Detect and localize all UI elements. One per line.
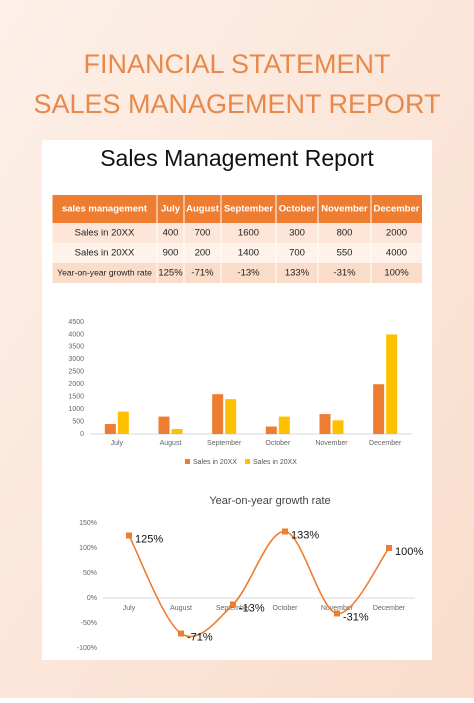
table-cell: 700 — [195, 228, 211, 239]
table-cell: 550 — [337, 248, 353, 259]
table-cell: 900 — [163, 248, 179, 259]
y-tick-label: 150% — [79, 520, 97, 527]
data-label: -13% — [239, 602, 265, 614]
table-cell: 800 — [337, 228, 353, 239]
bar — [171, 429, 183, 434]
bar — [332, 420, 344, 434]
table-cell: -71% — [191, 268, 214, 279]
table-cell: October — [279, 204, 316, 215]
document-title: Sales Management Report — [100, 145, 374, 171]
x-tick-label: August — [170, 605, 192, 612]
marker — [126, 532, 132, 539]
chart-title: Year-on-year growth rate — [209, 495, 330, 507]
y-tick-label: 3000 — [68, 356, 84, 363]
y-tick-label: 2500 — [68, 369, 84, 376]
x-tick-label: August — [160, 440, 182, 447]
marker — [230, 601, 236, 608]
y-tick-label: 100% — [79, 545, 97, 552]
data-label: 100% — [395, 546, 423, 558]
x-tick-label: November — [321, 605, 354, 612]
data-label: -31% — [343, 611, 369, 623]
bar — [373, 384, 385, 434]
marker — [334, 610, 340, 617]
data-label: -71% — [187, 631, 213, 643]
table-cell: 133% — [285, 268, 310, 279]
table-cell: 100% — [384, 268, 409, 279]
table-cell: -31% — [333, 268, 356, 279]
bar — [158, 416, 170, 434]
table-cell: 125% — [158, 268, 183, 279]
legend-label: Sales in 20XX — [253, 459, 297, 466]
marker — [178, 630, 184, 637]
y-tick-label: 0 — [80, 431, 84, 438]
y-tick-label: 4000 — [68, 331, 84, 338]
bar — [212, 394, 224, 434]
y-tick-label: 1000 — [68, 406, 84, 413]
x-tick-label: October — [265, 440, 291, 447]
table-row — [52, 223, 422, 243]
header-title: SALES MANAGEMENT REPORT — [33, 89, 440, 119]
y-tick-label: 0% — [87, 595, 97, 602]
table-cell: 1600 — [238, 228, 259, 239]
y-tick-label: 1500 — [68, 394, 84, 401]
table-cell: Sales in 20XX — [75, 228, 135, 239]
table-cell: August — [186, 204, 220, 215]
data-label: 133% — [291, 529, 319, 541]
bar — [225, 399, 237, 434]
y-tick-label: -50% — [81, 620, 97, 627]
table-row — [52, 243, 422, 263]
y-tick-label: 50% — [83, 570, 97, 577]
bar — [278, 416, 290, 434]
table-cell: 300 — [289, 228, 305, 239]
table-cell: 400 — [163, 228, 179, 239]
x-tick-label: November — [315, 440, 348, 447]
bar — [117, 411, 129, 434]
y-tick-label: 4500 — [68, 319, 84, 326]
y-tick-label: 500 — [72, 418, 84, 425]
table-row — [52, 263, 422, 283]
marker — [386, 545, 392, 551]
x-tick-label: December — [369, 440, 402, 447]
legend-label: Sales in 20XX — [193, 459, 237, 466]
x-tick-label: July — [123, 605, 136, 612]
table-cell: 200 — [195, 248, 211, 259]
table-cell: September — [224, 204, 273, 215]
x-tick-label: October — [273, 605, 299, 612]
table-cell: 1400 — [238, 248, 259, 259]
bar — [104, 424, 116, 434]
bar — [265, 426, 277, 434]
x-tick-label: July — [111, 440, 124, 447]
table-cell: July — [161, 204, 181, 215]
y-tick-label: -100% — [77, 645, 97, 652]
table-cell: 700 — [289, 248, 305, 259]
x-tick-label: September — [207, 440, 242, 447]
table-cell: November — [321, 204, 368, 215]
table-cell: 4000 — [386, 248, 407, 259]
table-cell: Sales in 20XX — [75, 248, 135, 259]
table-cell: -13% — [237, 268, 260, 279]
table-cell: 2000 — [386, 228, 407, 239]
bar — [386, 334, 398, 434]
table-cell: Year-on-year growth rate — [57, 267, 152, 277]
data-label: 125% — [135, 533, 163, 545]
line — [128, 530, 390, 638]
y-tick-label: 2000 — [68, 381, 84, 388]
legend-swatch — [185, 459, 190, 464]
table-cell: December — [374, 204, 420, 215]
header-title: FINANCIAL STATEMENT — [83, 49, 390, 79]
x-tick-label: September — [216, 605, 251, 612]
table-cell: sales management — [62, 204, 148, 215]
legend-swatch — [245, 459, 250, 464]
x-tick-label: December — [373, 605, 406, 612]
table-row — [52, 195, 422, 223]
bar — [319, 414, 331, 434]
marker — [282, 528, 288, 535]
y-tick-label: 3500 — [68, 344, 84, 351]
